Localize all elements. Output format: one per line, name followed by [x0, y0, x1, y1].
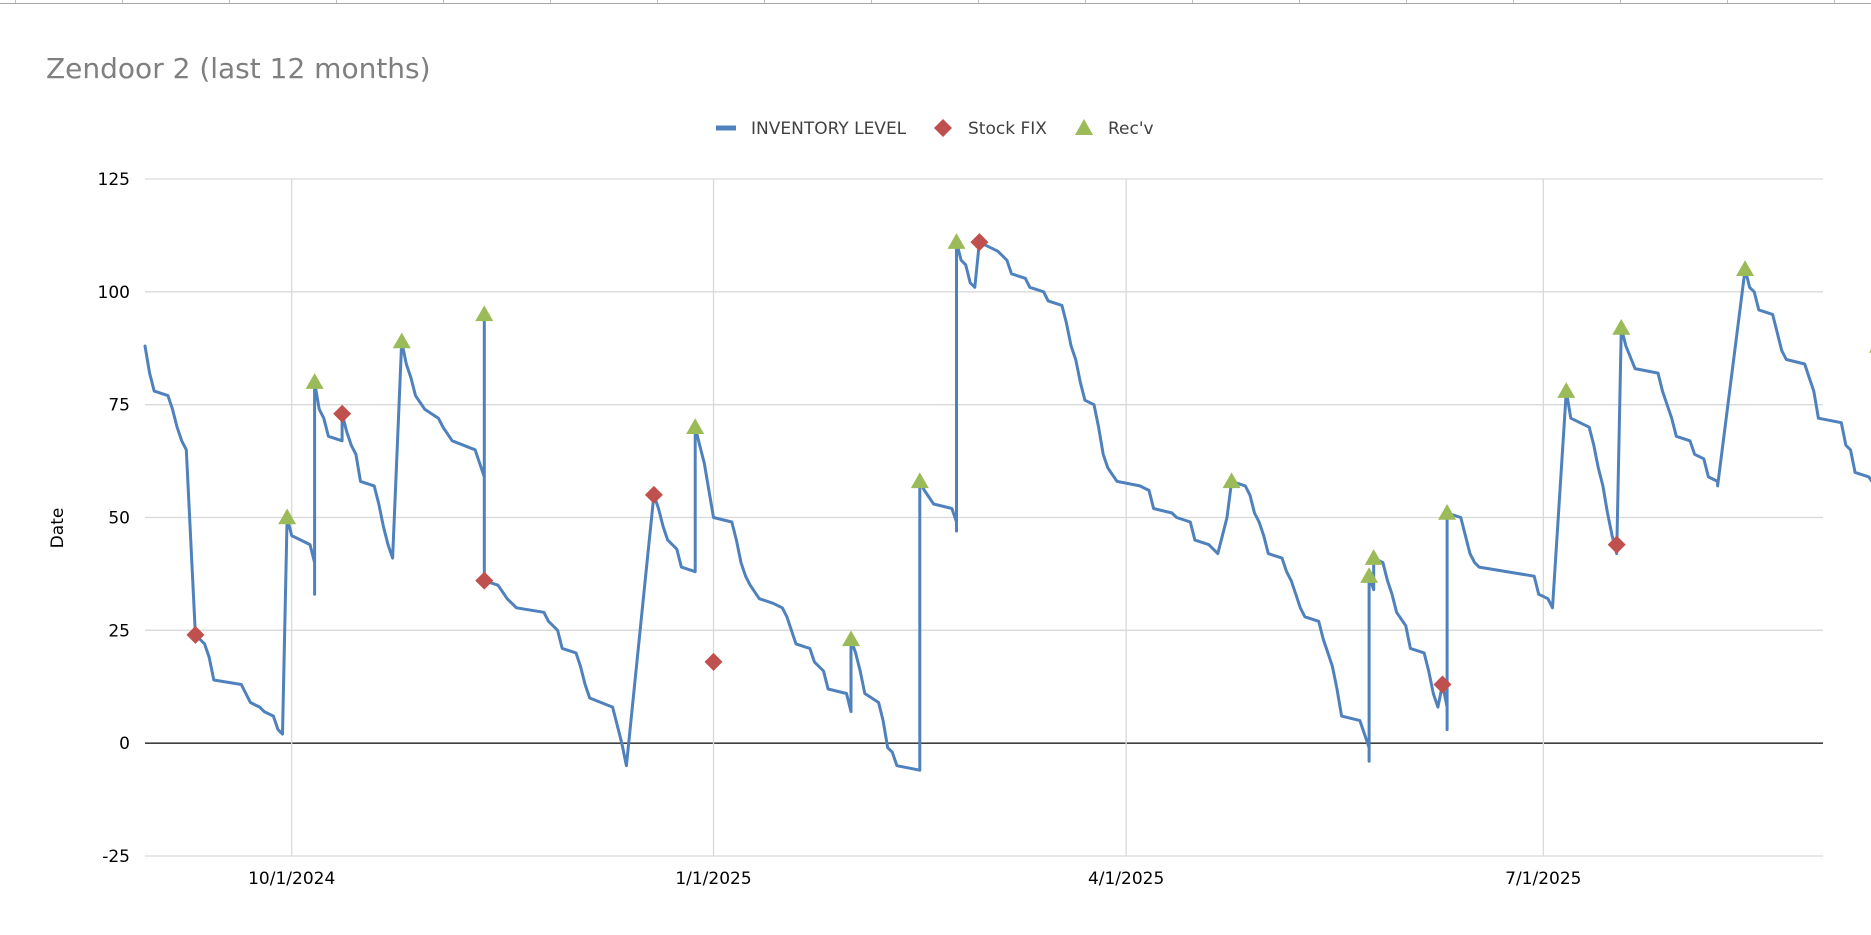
x-tick-labels: 10/1/2024 1/1/2025 4/1/2025 7/1/2025 — [248, 869, 1581, 889]
y-tick-label: 0 — [119, 734, 130, 754]
stock-fix-point — [704, 652, 723, 671]
legend-swatch-stock-fix — [934, 119, 952, 137]
series-stock-fix — [186, 233, 1626, 694]
stock-fix-point — [333, 404, 352, 423]
stock-fix-point — [644, 485, 663, 504]
legend-label-inventory-level: INVENTORY LEVEL — [751, 119, 907, 139]
gridlines — [145, 178, 1823, 857]
recv-point — [1557, 382, 1576, 398]
y-tick-label: -25 — [102, 847, 130, 867]
recv-point — [305, 373, 324, 389]
y-tick-label: 75 — [108, 396, 130, 416]
stock-fix-point — [1433, 675, 1452, 694]
recv-point — [686, 418, 705, 434]
y-tick-label: 50 — [108, 509, 130, 529]
column-ruler — [15, 0, 1835, 3]
y-tick-labels: -25 0 25 50 75 100 125 — [98, 170, 130, 867]
recv-point — [475, 305, 494, 322]
x-tick-label: 1/1/2025 — [675, 869, 751, 889]
chart-title: Zendoor 2 (last 12 months) — [46, 52, 431, 85]
recv-point — [910, 472, 929, 489]
x-tick-label: 10/1/2024 — [248, 869, 335, 889]
recv-point — [1360, 567, 1379, 583]
legend-swatch-recv — [1075, 119, 1093, 135]
stock-fix-point — [186, 625, 205, 644]
recv-point — [1612, 318, 1631, 335]
y-tick-label: 100 — [98, 283, 130, 303]
recv-point — [842, 630, 861, 647]
recv-point — [1364, 549, 1383, 565]
inventory-level-line — [143, 240, 1871, 772]
y-tick-label: 25 — [108, 621, 130, 641]
legend: INVENTORY LEVEL Stock FIX Rec'v — [716, 119, 1154, 139]
recv-point — [1438, 503, 1457, 520]
y-axis-title: Date — [48, 508, 68, 549]
recv-point — [278, 508, 297, 525]
recv-point — [1222, 472, 1241, 489]
stock-fix-point — [1607, 535, 1626, 554]
y-tick-label: 125 — [98, 170, 130, 190]
recv-point — [947, 233, 966, 249]
legend-label-stock-fix: Stock FIX — [968, 119, 1047, 139]
stock-fix-point — [475, 571, 494, 590]
recv-point — [1736, 260, 1755, 277]
x-tick-label: 7/1/2025 — [1505, 869, 1581, 889]
series-recv — [278, 233, 1871, 647]
x-tick-label: 4/1/2025 — [1088, 869, 1164, 889]
stock-fix-point — [970, 233, 989, 252]
recv-point — [392, 332, 411, 349]
series-inventory-level — [143, 240, 1871, 772]
legend-label-recv: Rec'v — [1108, 119, 1154, 139]
